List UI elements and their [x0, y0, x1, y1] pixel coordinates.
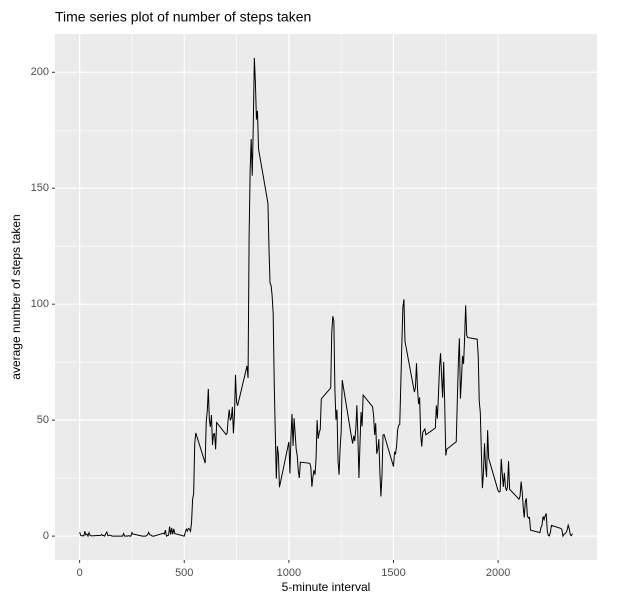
y-tick-label: 50 [37, 414, 49, 426]
plot-panel [55, 34, 597, 560]
y-tick-label: 200 [31, 66, 49, 78]
y-tick-label: 0 [43, 530, 49, 542]
x-tick-label: 500 [175, 567, 193, 579]
y-tick-label: 150 [31, 182, 49, 194]
y-axis-title: average number of steps taken [9, 214, 23, 379]
x-tick-label: 0 [77, 567, 83, 579]
x-tick-label: 2000 [486, 567, 510, 579]
chart-title: Time series plot of number of steps take… [55, 9, 311, 25]
x-tick-label: 1500 [381, 567, 405, 579]
x-tick-label: 1000 [277, 567, 301, 579]
data-line [79, 57, 573, 538]
y-tick-label: 100 [31, 298, 49, 310]
x-axis-title: 5-minute interval [282, 580, 371, 594]
